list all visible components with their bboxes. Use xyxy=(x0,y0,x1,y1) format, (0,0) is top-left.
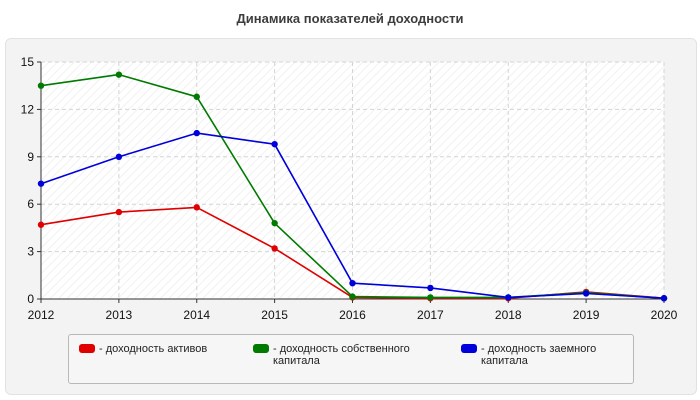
y-tick-label: 9 xyxy=(27,150,34,164)
y-tick-label: 12 xyxy=(21,102,35,116)
data-point-1 xyxy=(427,294,434,301)
chart-title: Динамика показателей доходности xyxy=(236,11,464,26)
data-point-2 xyxy=(427,284,434,292)
axes: 0 3 6 9 12 15 2012 2013 2014 2015 2016 2017 2018 2019… xyxy=(21,55,678,322)
x-tick-label: 2016 xyxy=(339,308,366,322)
legend-label: - доходность активов xyxy=(99,343,208,355)
data-point-1 xyxy=(349,293,356,300)
x-tick-label: 2015 xyxy=(261,308,288,322)
data-point-2 xyxy=(349,280,356,287)
y-tick-label: 6 xyxy=(27,197,34,211)
legend: - доходность активов - доходность собств… xyxy=(68,334,634,384)
data-point-2 xyxy=(115,153,123,160)
data-point-2 xyxy=(505,294,512,301)
legend-swatch-green xyxy=(253,344,269,353)
legend-swatch-red xyxy=(79,344,95,353)
x-tick-label: 2017 xyxy=(417,308,444,322)
y-tick-label: 15 xyxy=(21,55,35,69)
data-point-1 xyxy=(115,71,123,78)
legend-swatch-blue xyxy=(461,344,477,353)
gridlines xyxy=(41,61,665,299)
legend-label: - доходность заемного капитала xyxy=(481,343,597,367)
data-point-2 xyxy=(582,290,590,297)
data-point-0 xyxy=(37,221,45,228)
data-point-2 xyxy=(660,295,668,302)
data-point-0 xyxy=(115,208,123,216)
x-tick-label: 2012 xyxy=(28,308,55,322)
data-point-1 xyxy=(271,219,278,227)
data-point-2 xyxy=(271,140,278,148)
data-point-0 xyxy=(271,245,278,252)
legend-label: - доходность собственного капитала xyxy=(273,343,410,367)
data-point-2 xyxy=(193,129,200,137)
x-tick-label: 2013 xyxy=(106,308,133,322)
y-tick-label: 3 xyxy=(27,245,34,259)
x-tick-label: 2020 xyxy=(651,308,678,322)
data-point-1 xyxy=(193,93,200,100)
data-point-2 xyxy=(37,180,45,187)
data-point-1 xyxy=(37,82,45,89)
x-tick-label: 2018 xyxy=(495,308,522,322)
data-point-0 xyxy=(193,204,200,211)
x-tick-label: 2014 xyxy=(183,308,210,322)
y-tick-label: 0 xyxy=(27,292,34,306)
series-lines xyxy=(37,71,668,302)
x-tick-label: 2019 xyxy=(573,308,600,322)
